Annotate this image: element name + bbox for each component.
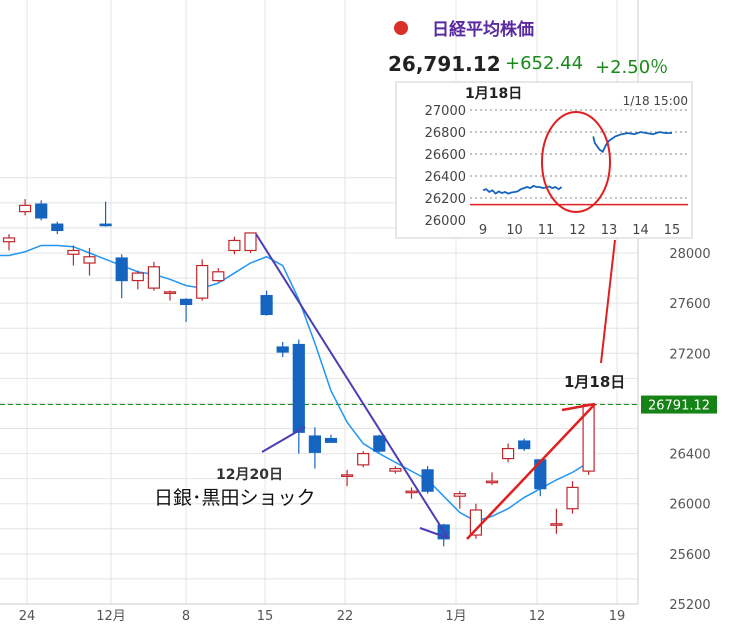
index-price: 26,791.12 [388,52,501,76]
inset-y-tick-label: 26000 [425,214,466,229]
event-pointer-line [261,426,306,453]
uptrend-arrow [466,403,596,540]
inset-highlight-circle [541,111,611,213]
x-tick-label: 12月 [96,609,126,624]
candle-up [341,474,354,477]
inset-y-ticks: 26000 26200 26400 26600 26800 27000 [425,104,466,229]
candle-down [35,203,48,219]
inset-title: 1月18日 [465,86,522,102]
inset-x-tick-label: 9 [479,223,487,238]
inset-x-tick-label: 10 [506,223,523,238]
x-tick-labels: 24 12月 8 15 22 1月 12 19 [19,609,626,624]
x-tick-label: 12 [529,609,546,624]
inset-y-tick-label: 26400 [425,170,466,185]
candle-up [566,486,579,510]
downtrend-arrow [255,233,449,539]
candle-up [2,237,16,243]
last-price-tag: 26791.12 [641,395,717,414]
candle-down [260,295,273,316]
inset-pointer-line [600,239,616,364]
candle-down [180,298,193,305]
candle-down [308,435,321,453]
candle-down [518,440,531,450]
last-price-text: 26791.12 [648,399,710,414]
index-change: +652.44 [505,53,584,74]
inset-x-tick-label: 13 [601,223,618,238]
candle-down [115,257,128,282]
candle-up [19,204,32,213]
candle-up [228,239,241,252]
x-tick-label: 1月 [445,609,466,624]
candle-up [131,272,144,282]
event-label: 日銀･黒田ショック [154,487,316,509]
candle-down [99,223,112,227]
candle-up [196,264,209,299]
inset-x-tick-label: 11 [538,223,555,238]
candle-down [276,346,289,353]
y-tick-label: 28000 [669,247,710,262]
candle-up [67,249,80,255]
inset-y-tick-label: 26600 [425,148,466,163]
candle-up [244,232,257,252]
candle-down [292,343,305,433]
index-change-pct: +2.50％ [595,57,669,78]
inset-afternoon-series [592,131,673,154]
candle-up [147,266,160,289]
candle-down [421,469,434,492]
candle-up [485,480,499,484]
y-tick-label: 25200 [669,598,710,613]
inset-y-tick-label: 26200 [425,192,466,207]
y-tick-label: 27600 [669,297,710,312]
x-tick-label: 24 [19,609,36,624]
y-tick-label: 26400 [669,448,710,463]
candle-down [324,437,338,443]
x-tick-label: 15 [257,609,274,624]
y-tick-labels: 2520025600260002640026800272002760028000 [669,247,710,613]
y-tick-label: 27200 [669,347,710,362]
jan18-label: 1月18日 [564,373,625,391]
inset-x-ticks: 9 10 11 12 13 14 15 [479,223,680,238]
inset-grid [470,109,688,199]
index-name: 日経平均株価 [432,20,534,40]
candle-down [51,223,64,232]
inset-y-tick-label: 26800 [425,126,466,141]
candle-up [357,452,370,466]
x-tick-label: 19 [609,609,626,624]
main-grid [0,0,639,605]
candle-up [83,256,96,264]
index-header: 日経平均株価 26,791.12 +652.44 +2.50％ [388,8,728,88]
candle-up [502,447,515,460]
inset-morning-series [482,184,563,195]
candle-up [550,523,563,526]
inset-y-tick-label: 27000 [425,104,466,119]
x-tick-label: 8 [182,609,190,624]
inset-x-tick-label: 12 [569,223,586,238]
japan-flag-icon [394,21,408,35]
y-tick-label: 26000 [669,498,710,513]
inset-x-tick-label: 15 [664,223,681,238]
x-tick-label: 22 [337,609,354,624]
uptrend-arrow-head [561,402,596,412]
candle-down [534,459,547,490]
inset-frame [395,81,693,239]
downtrend-arrow-head [419,527,449,539]
candle-down [373,435,386,452]
candle-up [453,493,466,497]
event-date-label: 12月20日 [216,467,283,483]
candle-up [389,468,402,472]
inset-x-tick-label: 14 [632,223,649,238]
candle-up [212,271,225,282]
y-tick-label: 25600 [669,548,710,563]
candle-up [163,291,177,294]
inset-chart: 26000 26200 26400 26600 26800 27000 9 10 11 12 13… [395,81,693,239]
candle-up [405,490,418,494]
inset-timestamp: 1/18 15:00 [623,94,688,108]
